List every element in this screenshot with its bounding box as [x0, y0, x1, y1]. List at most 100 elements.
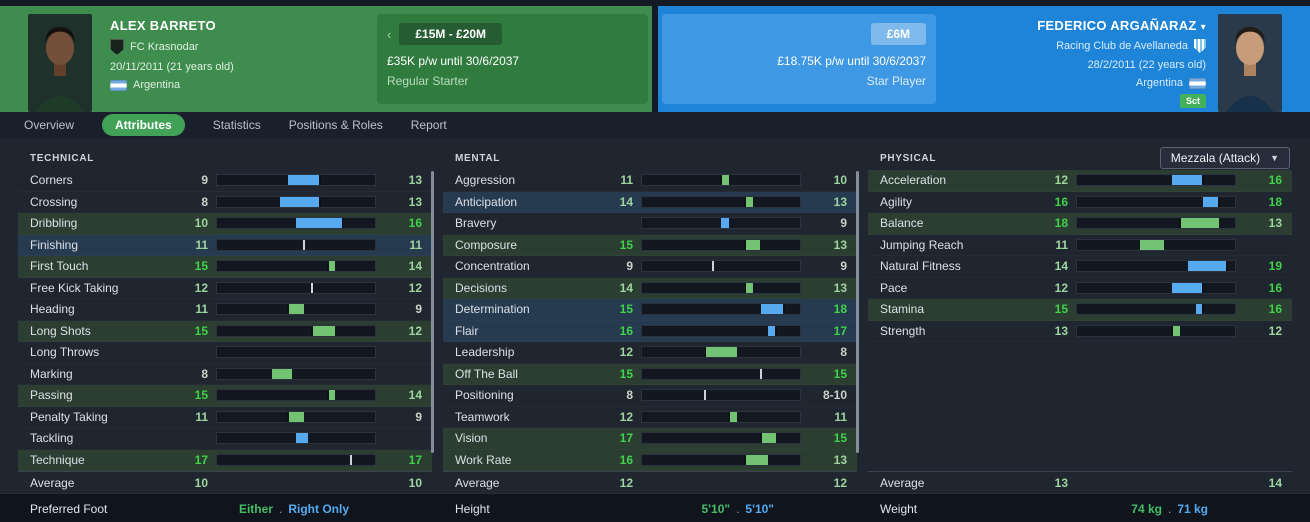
average-left: 10	[194, 476, 208, 490]
value-marker	[775, 325, 778, 336]
attribute-row[interactable]: Work Rate 16 13	[443, 449, 857, 471]
attribute-row[interactable]: Off The Ball 15 15	[443, 363, 857, 385]
comparison-bar	[1171, 325, 1180, 336]
attribute-row[interactable]: Marking 8	[18, 364, 432, 386]
attribute-bar-track	[216, 389, 376, 402]
birth-date-left: 20/11/2011 (21 years old)	[110, 61, 234, 73]
comparison-bar	[1140, 239, 1164, 250]
left-player-value: 15	[194, 259, 208, 274]
right-player-value: 16	[408, 216, 422, 231]
left-player-value: 15	[1054, 302, 1068, 317]
equal-value-marker	[759, 368, 762, 379]
attribute-row[interactable]: Passing 15 14	[18, 385, 432, 407]
weight-cell: Weight 74 kg. 71 kg	[868, 494, 1292, 522]
player-selector-right[interactable]: FEDERICO ARGAÑARAZ ▾	[906, 18, 1206, 33]
average-left: 12	[619, 476, 633, 490]
attribute-bar-track	[216, 281, 376, 294]
attribute-row[interactable]: Vision 17 15	[443, 428, 857, 450]
attribute-label: Off The Ball	[455, 366, 518, 381]
attribute-row[interactable]: Long Throws	[18, 342, 432, 364]
average-right: 10	[408, 476, 422, 490]
tab-attributes[interactable]: Attributes	[102, 114, 185, 136]
left-player-value: 12	[1054, 280, 1068, 295]
scrollbar[interactable]	[431, 171, 434, 453]
club-name-right: Racing Club de Avellaneda	[1056, 40, 1188, 52]
attribute-row[interactable]: Strength 13 12	[868, 321, 1292, 343]
right-player-value: 13	[833, 280, 847, 295]
attribute-row[interactable]: Determination 15 18	[443, 299, 857, 321]
attribute-row[interactable]: Leadership 12 8	[443, 342, 857, 364]
left-player-value: 74 kg	[1131, 501, 1162, 516]
attribute-row[interactable]: Bravery 9	[443, 213, 857, 235]
chevron-down-icon: ▼	[1270, 153, 1279, 163]
attribute-label: Long Shots	[30, 323, 91, 338]
average-label: Average	[30, 476, 75, 490]
attribute-row[interactable]: Teamwork 12 11	[443, 407, 857, 429]
left-player-value: 15	[194, 388, 208, 403]
right-player-value: 16	[1268, 173, 1282, 188]
physical-header: PHYSICAL Mezzala (Attack) ▼	[868, 146, 1292, 170]
info-values: Either. Right Only	[239, 502, 349, 516]
attribute-row[interactable]: Long Shots 15 12	[18, 320, 432, 342]
attribute-row[interactable]: Penalty Taking 11 9	[18, 407, 432, 429]
attribute-row[interactable]: Pace 12 16	[868, 278, 1292, 300]
value-marker	[759, 433, 762, 444]
attribute-row[interactable]: Flair 16 17	[443, 320, 857, 342]
transfer-value-left: £15M - £20M	[399, 23, 503, 45]
attribute-row[interactable]: Jumping Reach 11	[868, 235, 1292, 257]
attribute-bar-track	[216, 346, 376, 359]
birth-row-right: 28/2/2011 (22 years old)	[906, 59, 1206, 71]
comparison-bar	[296, 433, 308, 444]
right-player-value: 14	[408, 388, 422, 403]
attribute-row[interactable]: Tackling	[18, 428, 432, 450]
role-dropdown[interactable]: Mezzala (Attack) ▼	[1159, 147, 1290, 169]
attribute-row[interactable]: Positioning 8 8-10	[443, 385, 857, 407]
left-player-value: 11	[620, 173, 633, 188]
attribute-row[interactable]: Technique 17 17	[18, 449, 432, 471]
attribute-row[interactable]: Natural Fitness 14 19	[868, 256, 1292, 278]
left-player-value: 12	[1054, 173, 1068, 188]
attribute-row[interactable]: Free Kick Taking 12 12	[18, 278, 432, 300]
attribute-label: Teamwork	[455, 409, 510, 424]
attribute-label: Leadership	[455, 345, 515, 360]
value-marker	[287, 304, 290, 315]
attribute-row[interactable]: Agility 16 18	[868, 192, 1292, 214]
player-name-right: FEDERICO ARGAÑARAZ	[1037, 18, 1197, 33]
attribute-row[interactable]: Stamina 15 16	[868, 299, 1292, 321]
tab-positions-roles[interactable]: Positions & Roles	[288, 118, 383, 132]
left-player-value: 16	[619, 323, 633, 338]
attribute-row[interactable]: Finishing 11 11	[18, 234, 432, 256]
scrollbar[interactable]	[856, 171, 859, 453]
attribute-bar-track	[1076, 195, 1236, 208]
attribute-row[interactable]: Balance 18 13	[868, 213, 1292, 235]
attribute-row[interactable]: Corners 9 13	[18, 170, 432, 192]
tab-overview[interactable]: Overview	[24, 118, 75, 132]
comparison-bar	[760, 304, 785, 315]
left-player-value: 10	[194, 216, 208, 231]
squad-status-right: Star Player	[866, 74, 926, 88]
value-row-right: £6M	[672, 23, 926, 45]
attribute-row[interactable]: Decisions 14 13	[443, 277, 857, 299]
attribute-row[interactable]: First Touch 15 14	[18, 256, 432, 278]
attribute-row[interactable]: Aggression 11 10	[443, 170, 857, 192]
nation-row-left: Argentina	[110, 79, 234, 91]
value-marker	[1218, 196, 1221, 207]
attribute-row[interactable]: Crossing 8 13	[18, 192, 432, 214]
attribute-row[interactable]: Acceleration 12 16	[868, 170, 1292, 192]
attribute-row[interactable]: Composure 15 13	[443, 234, 857, 256]
section-title: TECHNICAL	[30, 152, 95, 164]
comparison-bar	[705, 347, 737, 358]
tab-statistics[interactable]: Statistics	[212, 118, 261, 132]
right-player-value: 12	[408, 280, 422, 295]
left-player-value: 11	[1055, 237, 1068, 252]
attribute-row[interactable]: Concentration 9 9	[443, 256, 857, 278]
comparison-bar	[768, 325, 777, 336]
info-values: 5'10". 5'10"	[702, 502, 775, 516]
right-player-value: 15	[833, 431, 847, 446]
attribute-bar-track	[216, 174, 376, 187]
attribute-row[interactable]: Anticipation 14 13	[443, 191, 857, 213]
attribute-row[interactable]: Dribbling 10 16	[18, 213, 432, 235]
attribute-row[interactable]: Heading 11 9	[18, 299, 432, 321]
tab-report[interactable]: Report	[410, 118, 447, 132]
value-separator: .	[278, 501, 283, 516]
